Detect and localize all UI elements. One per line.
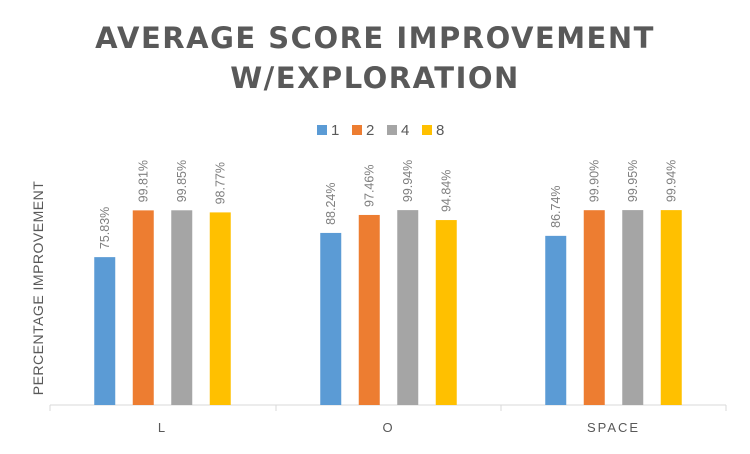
bar-series-1-space bbox=[545, 235, 567, 405]
data-label: 98.77% bbox=[214, 162, 228, 204]
legend: 1 2 4 8 bbox=[317, 122, 444, 139]
x-tick-label: SPACE bbox=[587, 420, 640, 435]
data-label: 99.85% bbox=[175, 160, 189, 202]
data-label: 97.46% bbox=[363, 165, 377, 207]
chart-title-line-2: W/EXPLORATION bbox=[230, 61, 520, 95]
legend-swatch-8 bbox=[422, 125, 432, 135]
legend-swatch-1 bbox=[317, 125, 327, 135]
bar-series-4-l bbox=[171, 210, 193, 405]
bar-series-8-space bbox=[660, 210, 682, 405]
chart-title-line-1: AVERAGE SCORE IMPROVEMENT bbox=[95, 21, 655, 55]
y-axis-label: PERCENTAGE IMPROVEMENT bbox=[30, 181, 46, 396]
data-label: 99.95% bbox=[626, 160, 640, 202]
plot-area: 75.83% 99.81% 99.85% 98.77% L 88.24% 97.46% 99.… bbox=[49, 160, 727, 435]
bar-series-2-o bbox=[358, 214, 380, 405]
data-label: 88.24% bbox=[324, 183, 338, 225]
legend-label: 8 bbox=[436, 122, 444, 139]
data-label: 99.81% bbox=[137, 160, 151, 202]
bar-series-4-o bbox=[397, 210, 419, 405]
bar-series-2-space bbox=[583, 210, 605, 405]
data-label: 94.84% bbox=[440, 170, 454, 212]
x-tick-label: O bbox=[382, 420, 394, 435]
bar-series-8-o bbox=[435, 220, 457, 405]
bar-series-1-o bbox=[320, 232, 342, 405]
data-label: 99.94% bbox=[401, 160, 415, 202]
legend-label: 4 bbox=[401, 122, 409, 139]
bar-series-1-l bbox=[94, 257, 116, 405]
x-tick-label: L bbox=[158, 420, 167, 435]
legend-label: 2 bbox=[366, 122, 374, 139]
data-label: 86.74% bbox=[549, 185, 563, 227]
bar-series-4-space bbox=[622, 210, 644, 405]
legend-label: 1 bbox=[331, 122, 339, 139]
data-label: 99.94% bbox=[665, 160, 679, 202]
data-label: 99.90% bbox=[588, 160, 602, 202]
bar-series-8-l bbox=[209, 212, 231, 405]
legend-swatch-2 bbox=[352, 125, 362, 135]
data-label: 75.83% bbox=[98, 207, 112, 249]
legend-swatch-4 bbox=[387, 125, 397, 135]
bar-series-2-l bbox=[132, 210, 154, 405]
